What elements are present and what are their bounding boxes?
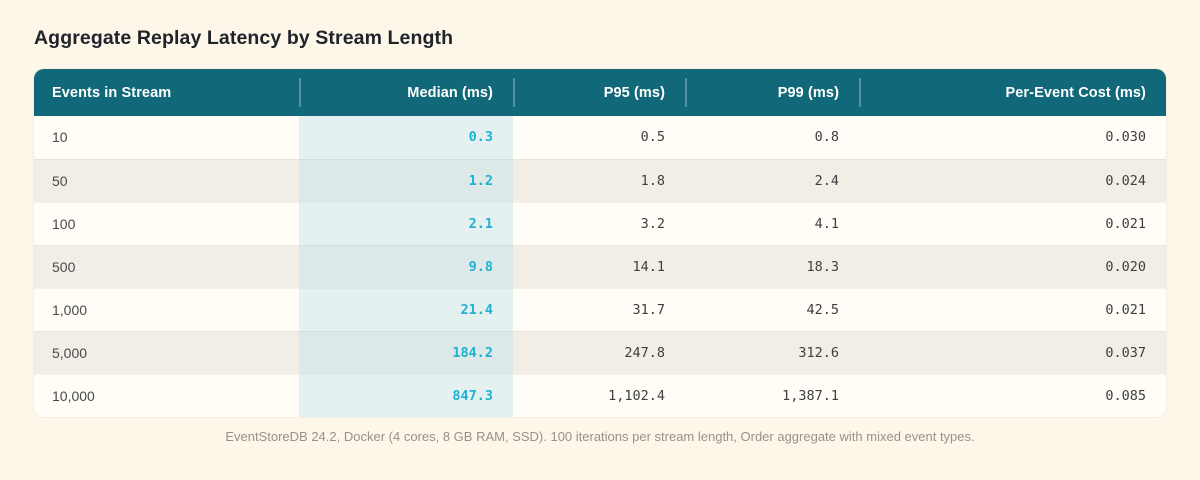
latency-table-card: Events in Stream Median (ms) P95 (ms) P9… xyxy=(34,69,1166,417)
cell-per-event-cost: 0.085 xyxy=(859,373,1166,417)
cell-per-event-cost: 0.024 xyxy=(859,158,1166,202)
cell-median: 2.1 xyxy=(299,201,513,245)
header-per-event-cost: Per-Event Cost (ms) xyxy=(859,69,1166,116)
cell-events: 1,000 xyxy=(34,287,299,331)
table-row: 10 0.3 0.5 0.8 0.030 xyxy=(34,116,1166,159)
cell-p99: 0.8 xyxy=(685,116,859,159)
cell-p95: 31.7 xyxy=(513,287,685,331)
header-p99: P99 (ms) xyxy=(685,69,859,116)
cell-p99: 4.1 xyxy=(685,201,859,245)
cell-median: 21.4 xyxy=(299,287,513,331)
cell-p99: 2.4 xyxy=(685,158,859,202)
cell-p99: 1,387.1 xyxy=(685,373,859,417)
table-row: 500 9.8 14.1 18.3 0.020 xyxy=(34,244,1166,288)
cell-p95: 1.8 xyxy=(513,158,685,202)
cell-median: 847.3 xyxy=(299,373,513,417)
cell-p99: 42.5 xyxy=(685,287,859,331)
cell-p95: 247.8 xyxy=(513,330,685,374)
benchmark-footnote: EventStoreDB 24.2, Docker (4 cores, 8 GB… xyxy=(225,429,975,444)
cell-events: 500 xyxy=(34,244,299,288)
cell-median: 184.2 xyxy=(299,330,513,374)
cell-per-event-cost: 0.030 xyxy=(859,116,1166,159)
cell-p95: 3.2 xyxy=(513,201,685,245)
cell-p95: 0.5 xyxy=(513,116,685,159)
cell-events: 10 xyxy=(34,116,299,159)
cell-p95: 14.1 xyxy=(513,244,685,288)
header-events-in-stream: Events in Stream xyxy=(34,69,299,116)
table-row: 10,000 847.3 1,102.4 1,387.1 0.085 xyxy=(34,373,1166,417)
table-row: 1,000 21.4 31.7 42.5 0.021 xyxy=(34,287,1166,331)
table-row: 5,000 184.2 247.8 312.6 0.037 xyxy=(34,330,1166,374)
table-body: 10 0.3 0.5 0.8 0.030 50 1.2 1.8 2.4 0.02… xyxy=(34,116,1166,417)
cell-per-event-cost: 0.021 xyxy=(859,201,1166,245)
cell-median: 0.3 xyxy=(299,116,513,159)
cell-p99: 18.3 xyxy=(685,244,859,288)
cell-events: 5,000 xyxy=(34,330,299,374)
page-title: Aggregate Replay Latency by Stream Lengt… xyxy=(34,27,454,49)
cell-events: 50 xyxy=(34,158,299,202)
cell-p99: 312.6 xyxy=(685,330,859,374)
header-p95: P95 (ms) xyxy=(513,69,685,116)
latency-table: Events in Stream Median (ms) P95 (ms) P9… xyxy=(34,69,1166,417)
table-row: 50 1.2 1.8 2.4 0.024 xyxy=(34,158,1166,202)
cell-events: 100 xyxy=(34,201,299,245)
cell-median: 1.2 xyxy=(299,158,513,202)
cell-p95: 1,102.4 xyxy=(513,373,685,417)
cell-median: 9.8 xyxy=(299,244,513,288)
cell-per-event-cost: 0.021 xyxy=(859,287,1166,331)
header-row: Events in Stream Median (ms) P95 (ms) P9… xyxy=(34,69,1166,116)
table-row: 100 2.1 3.2 4.1 0.021 xyxy=(34,201,1166,245)
table-header: Events in Stream Median (ms) P95 (ms) P9… xyxy=(34,69,1166,116)
cell-per-event-cost: 0.037 xyxy=(859,330,1166,374)
cell-events: 10,000 xyxy=(34,373,299,417)
header-median: Median (ms) xyxy=(299,69,513,116)
cell-per-event-cost: 0.020 xyxy=(859,244,1166,288)
